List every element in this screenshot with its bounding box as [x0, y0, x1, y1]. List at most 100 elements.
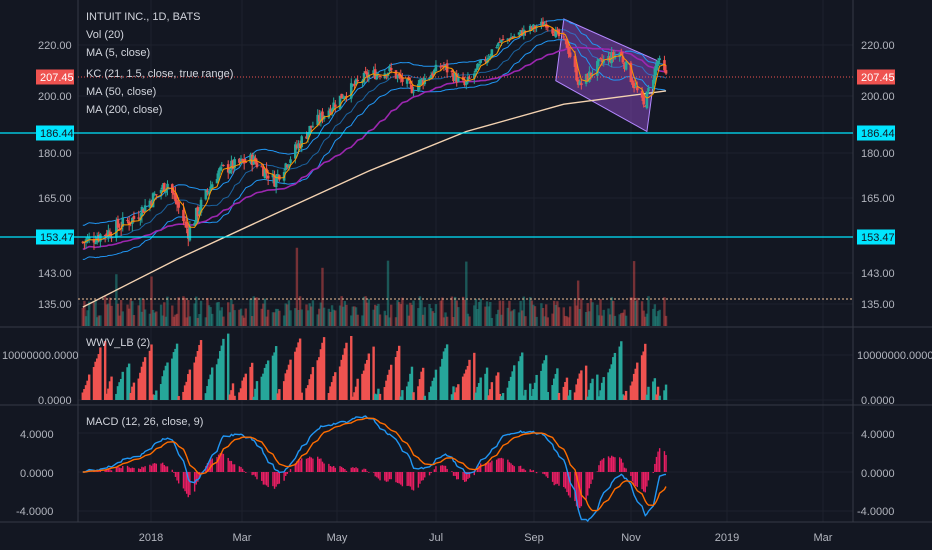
candle-body	[153, 193, 157, 196]
wwv-bar	[434, 369, 438, 400]
candle-body	[623, 63, 626, 69]
wwv-bar	[377, 388, 380, 400]
wwv-bar	[171, 358, 174, 400]
candle-body	[338, 95, 342, 110]
candle-body	[532, 24, 535, 29]
time-tick-label: 2019	[715, 532, 739, 544]
wwv-bar	[318, 357, 321, 400]
candle-body	[238, 158, 241, 163]
wwv-bar	[271, 355, 275, 400]
wwv-bar	[562, 386, 565, 400]
wwv-bar	[150, 344, 153, 400]
wwv-tick-label: 0.0000	[861, 395, 895, 407]
wwv-bar	[409, 373, 412, 400]
wwv-bar	[289, 359, 292, 400]
wwv-bar	[621, 394, 625, 400]
wwv-bar	[366, 360, 369, 400]
candle-body	[528, 25, 532, 31]
wwv-bar	[228, 394, 232, 400]
candle-body	[388, 66, 391, 72]
candle-body	[397, 73, 401, 76]
volume-bar	[230, 299, 233, 326]
wwv-bar	[642, 351, 645, 400]
volume-bar	[407, 315, 410, 326]
wwv-bar	[453, 392, 457, 400]
volume-bar	[330, 305, 334, 326]
volume-bar	[171, 305, 174, 326]
ma200-line	[82, 90, 667, 308]
candle-body	[399, 74, 403, 79]
volume-bar	[241, 315, 244, 326]
volume-bar	[477, 302, 481, 326]
wwv-bar	[222, 338, 225, 400]
wwv-bar	[597, 396, 601, 400]
candle-body	[86, 237, 89, 242]
price-tick-label: 220.00	[861, 40, 895, 52]
volume-bar	[524, 316, 527, 326]
candle-body	[487, 57, 490, 60]
candle-body	[564, 38, 567, 41]
legend-ma5: MA (5, close)	[86, 47, 150, 59]
wwv-bar	[535, 374, 538, 400]
wwv-bar	[308, 379, 311, 400]
wwv-bar	[233, 395, 236, 400]
wwv-bar	[164, 365, 168, 400]
volume-bar	[431, 311, 434, 326]
candle-body	[175, 200, 179, 205]
wwv-bar	[374, 393, 377, 400]
volume-bar	[211, 313, 214, 326]
candle-body	[266, 175, 270, 179]
wwv-bar	[517, 361, 521, 400]
volume-bar	[150, 276, 153, 326]
wwv-bar	[187, 374, 190, 400]
wwv-bar	[552, 378, 556, 400]
price-tick-label: 143.00	[38, 268, 72, 280]
candle-body	[356, 79, 359, 82]
candle-body	[596, 61, 599, 76]
candle-body	[222, 165, 225, 167]
candle-body	[210, 184, 214, 188]
candle-body	[278, 175, 281, 180]
volume-bar	[535, 316, 538, 326]
wwv-bar	[477, 383, 481, 400]
last-price-tag-left: 207.45	[36, 69, 74, 85]
candle-body	[233, 159, 236, 169]
wwv-bar	[199, 340, 203, 400]
time-tick-label: 2018	[139, 532, 163, 544]
wwv-bar	[632, 373, 636, 400]
wwv-bar	[209, 374, 212, 400]
volume-bar	[394, 317, 398, 326]
volume-bar	[509, 311, 513, 326]
volume-bar	[271, 312, 275, 326]
volume-bar	[409, 302, 412, 326]
wwv-bar	[219, 351, 222, 400]
candle-body	[329, 108, 332, 114]
wwv-bar	[306, 385, 310, 400]
candle-body	[271, 173, 275, 178]
wwv-bar	[354, 386, 358, 400]
wwv-bar	[461, 376, 465, 400]
wwv-bar	[465, 369, 468, 400]
wwv-bar	[405, 386, 409, 400]
volume-bar	[567, 317, 570, 326]
candle-body	[349, 83, 353, 99]
wwv-bar	[613, 352, 617, 400]
candle-body	[287, 164, 291, 168]
candle-body	[177, 202, 180, 208]
candle-body	[568, 52, 572, 57]
time-tick-label: Mar	[233, 532, 252, 544]
volume-bar	[81, 307, 84, 326]
wwv-bar	[254, 388, 257, 400]
volume-bar	[319, 302, 323, 326]
wwv-bar	[418, 379, 422, 400]
legend-ma200: MA (200, close)	[86, 104, 162, 116]
candle-body	[239, 158, 243, 162]
volume-bar	[276, 308, 279, 326]
volume-bar	[623, 309, 626, 326]
candle-body	[599, 58, 602, 60]
candle-body	[183, 221, 187, 223]
pane-frame	[0, 0, 932, 523]
volume-bar	[99, 315, 102, 326]
candle-body	[105, 233, 109, 237]
